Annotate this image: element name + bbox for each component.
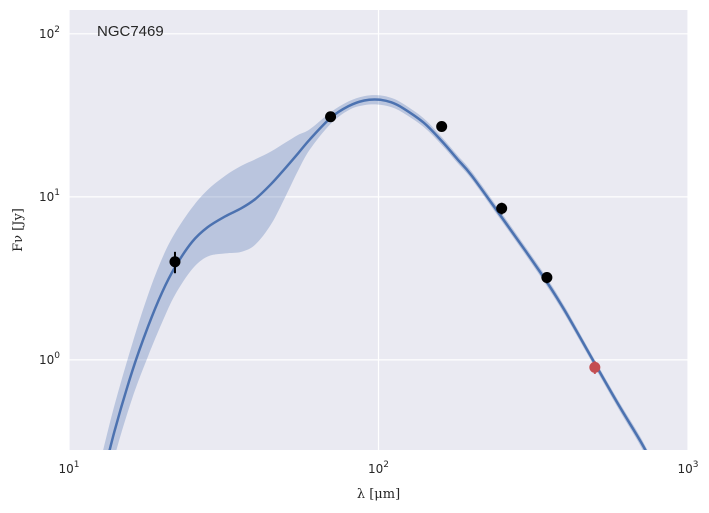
source-name-annotation: NGC7469 (97, 23, 164, 40)
data-point (589, 361, 601, 374)
y-tick-label: 102 (39, 25, 60, 41)
model-uncertainty-band (103, 95, 648, 450)
x-axis-label: λ [μm] (357, 487, 400, 502)
x-tick-label: 103 (677, 460, 698, 476)
data-point-marker (589, 361, 601, 373)
y-tick-label: 101 (39, 188, 60, 204)
data-point-marker (169, 256, 181, 268)
x-tick-labels: 101 102 103 (58, 460, 698, 476)
grid-lines (68, 10, 689, 450)
x-tick-label: 101 (58, 460, 79, 476)
data-point (169, 251, 181, 274)
y-tick-labels: 100 101 102 (39, 25, 60, 367)
data-point (325, 111, 337, 123)
y-tick-label: 100 (39, 351, 60, 367)
x-tick-label: 102 (368, 460, 389, 476)
data-point-marker (496, 202, 508, 214)
data-point-marker (541, 272, 553, 284)
data-point (436, 121, 448, 133)
data-point-marker (325, 111, 337, 123)
data-point (496, 202, 508, 215)
data-points (169, 111, 601, 374)
data-point (541, 272, 553, 284)
y-axis-label: Fν [Jy] (11, 208, 26, 252)
data-point-marker (436, 121, 448, 133)
